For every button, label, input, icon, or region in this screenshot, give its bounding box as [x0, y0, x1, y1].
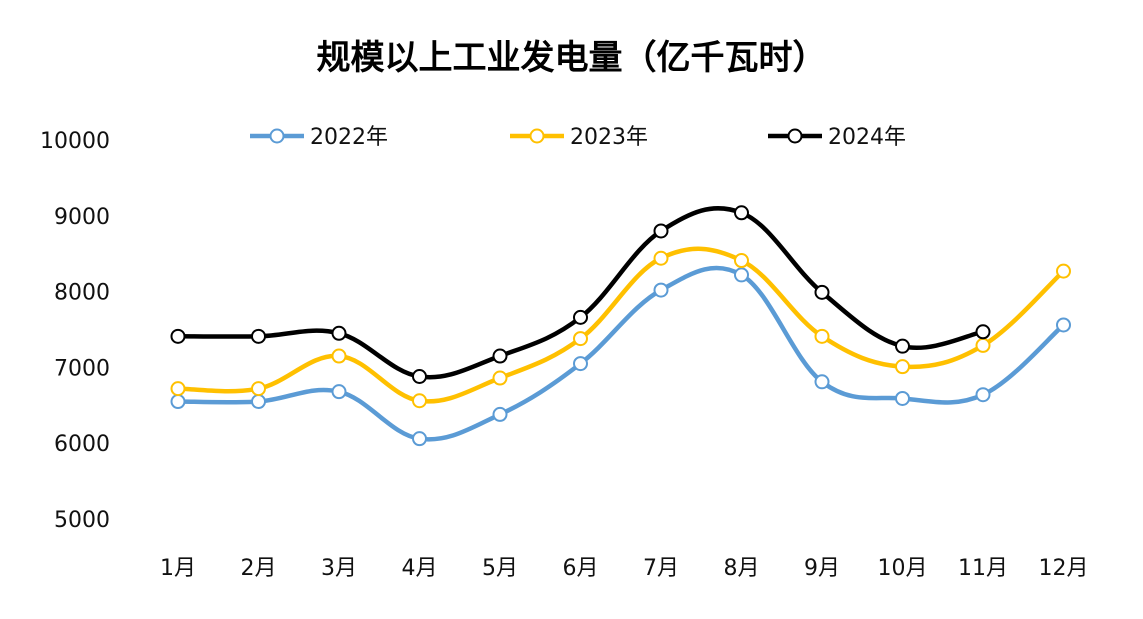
x-tick-label: 11月 — [958, 556, 1008, 581]
legend-label: 2022年 — [310, 125, 388, 150]
x-tick-label: 8月 — [724, 556, 760, 581]
data-point — [653, 250, 669, 266]
data-point — [1056, 263, 1071, 279]
legend-swatch-marker — [529, 128, 545, 144]
data-point — [412, 393, 427, 409]
data-point — [734, 205, 749, 221]
y-axis: 5000 6000 7000 8000 9000 10000 — [40, 129, 110, 533]
series-points — [170, 205, 1071, 447]
x-tick-label: 7月 — [643, 556, 679, 581]
data-point — [573, 356, 588, 372]
data-point — [251, 394, 266, 410]
data-point — [975, 387, 991, 403]
legend-label: 2024年 — [828, 125, 906, 150]
y-tick-label: 10000 — [40, 129, 110, 154]
data-point — [573, 309, 588, 325]
chart-title: 规模以上工业发电量（亿千瓦时） — [316, 38, 827, 78]
y-tick-label: 6000 — [54, 432, 110, 457]
x-tick-label: 10月 — [878, 556, 928, 581]
data-point — [331, 384, 347, 400]
data-point — [734, 253, 749, 269]
x-tick-label: 9月 — [804, 556, 840, 581]
data-point — [814, 374, 830, 390]
x-tick-label: 5月 — [482, 556, 518, 581]
y-tick-label: 7000 — [54, 356, 110, 381]
data-point — [170, 394, 186, 410]
legend-swatch-marker — [787, 128, 803, 144]
data-point — [895, 390, 910, 406]
data-point — [492, 406, 508, 422]
legend-label: 2023年 — [570, 125, 648, 150]
x-axis: 1月 2月 3月 4月 5月 6月 7月 8月 9月 10月 11月 12月 — [160, 556, 1089, 581]
data-point — [412, 368, 427, 384]
data-point — [170, 328, 186, 344]
data-point — [251, 381, 266, 397]
x-tick-label: 3月 — [321, 556, 357, 581]
y-tick-label: 5000 — [54, 508, 110, 533]
series-line-2 — [175, 206, 986, 380]
y-tick-label: 8000 — [54, 281, 110, 306]
data-point — [331, 325, 347, 341]
data-point — [734, 267, 749, 283]
x-tick-label: 6月 — [563, 556, 599, 581]
data-point — [331, 348, 347, 364]
data-point — [653, 282, 669, 298]
data-point — [573, 331, 588, 347]
series-lines — [175, 206, 1066, 442]
x-tick-label: 1月 — [160, 556, 196, 581]
data-point — [975, 324, 991, 340]
legend: 2022年 2023年 2024年 — [250, 125, 906, 150]
data-point — [492, 370, 508, 386]
data-point — [492, 348, 508, 364]
data-point — [895, 338, 910, 354]
y-tick-label: 9000 — [54, 205, 110, 230]
x-tick-label: 12月 — [1039, 556, 1089, 581]
data-point — [814, 328, 830, 344]
x-tick-label: 4月 — [402, 556, 438, 581]
data-point — [251, 328, 266, 344]
data-point — [412, 431, 427, 447]
data-point — [975, 337, 991, 353]
x-tick-label: 2月 — [241, 556, 277, 581]
legend-swatch-marker — [269, 128, 285, 144]
data-point — [1056, 317, 1071, 333]
data-point — [895, 359, 910, 375]
data-point — [653, 223, 669, 239]
data-point — [814, 284, 830, 300]
data-point — [170, 381, 186, 397]
